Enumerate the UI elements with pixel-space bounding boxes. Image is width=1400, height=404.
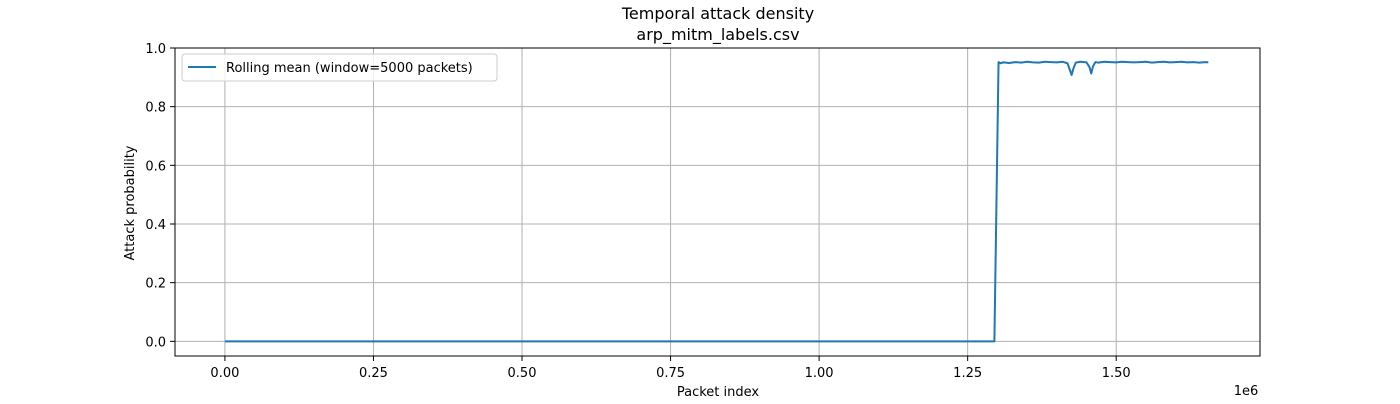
plot-series bbox=[224, 60, 1209, 343]
x-tick-label: 0.50 bbox=[508, 366, 537, 381]
x-tick-label: 1.00 bbox=[805, 366, 834, 381]
chart-title: Temporal attack density bbox=[621, 4, 814, 23]
x-tick-label: 1.25 bbox=[953, 366, 982, 381]
plot-frame bbox=[174, 47, 1261, 357]
y-tick-label: 1.0 bbox=[145, 42, 166, 57]
chart-subtitle: arp_mitm_labels.csv bbox=[636, 25, 799, 45]
axes: 0.00 0.25 0.50 0.75 1.00 1.25 1.50 0.0 0.2 0.4 0.6… bbox=[145, 42, 1130, 381]
y-tick-label: 0.0 bbox=[145, 335, 166, 350]
legend-label: Rolling mean (window=5000 packets) bbox=[226, 61, 473, 76]
x-axis-label: Packet index bbox=[677, 385, 760, 400]
y-tick-label: 0.4 bbox=[145, 218, 166, 233]
x-tick-label: 0.25 bbox=[359, 366, 388, 381]
x-axis-offset-label: 1e6 bbox=[1234, 384, 1259, 399]
legend-box bbox=[181, 53, 498, 82]
x-tick-label: 0.00 bbox=[210, 366, 239, 381]
legend: Rolling mean (window=5000 packets) bbox=[181, 53, 498, 82]
y-axis-label: Attack probability bbox=[123, 145, 138, 260]
y-tick-label: 0.8 bbox=[145, 101, 166, 116]
x-tick-label: 0.75 bbox=[656, 366, 685, 381]
series-line-0 bbox=[224, 60, 1209, 343]
x-tick-label: 1.50 bbox=[1102, 366, 1131, 381]
y-tick-label: 0.6 bbox=[145, 159, 166, 174]
y-tick-label: 0.2 bbox=[145, 277, 166, 292]
